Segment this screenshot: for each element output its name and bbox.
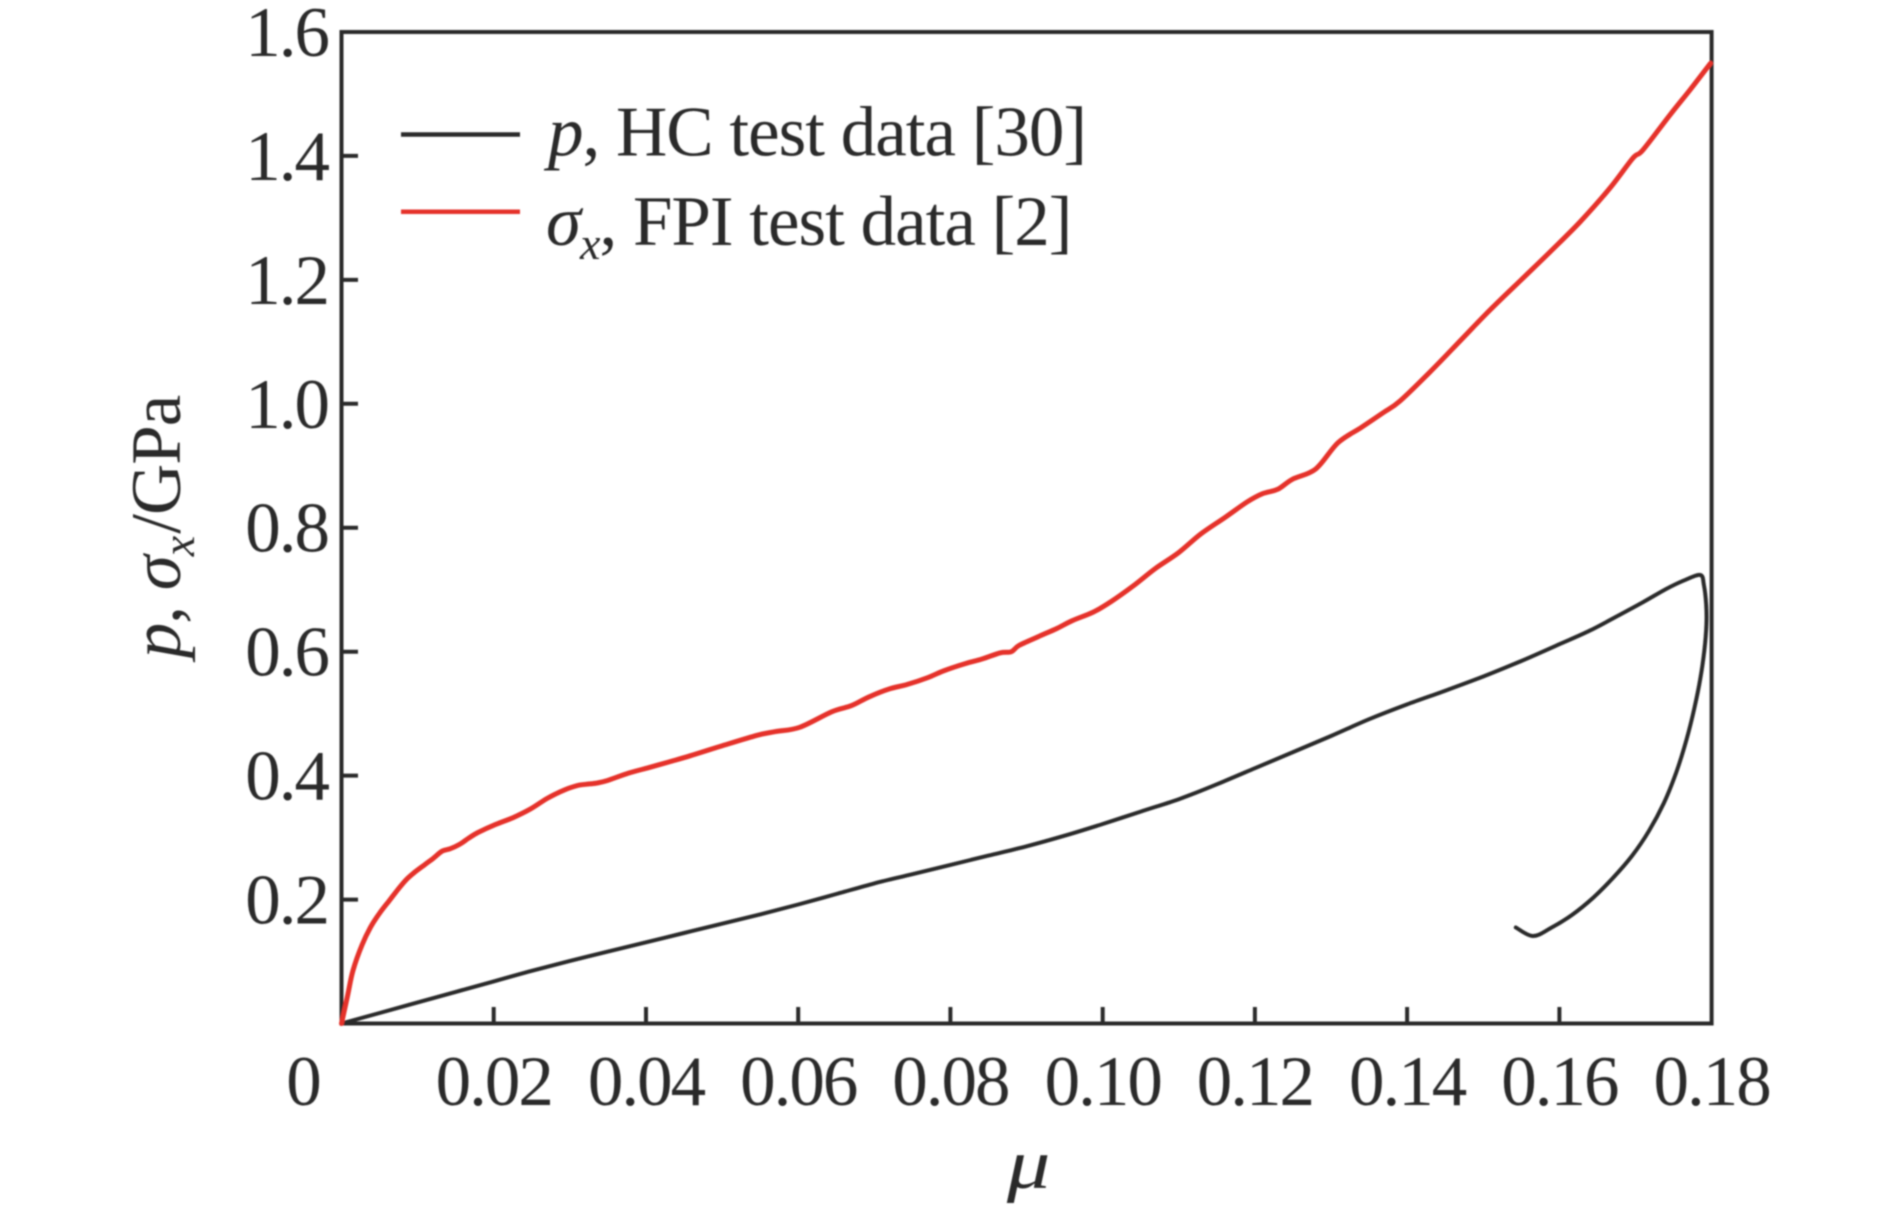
svg-text:p, HC test data [30]: p, HC test data [30] — [543, 94, 1086, 172]
svg-text:0.18: 0.18 — [1653, 1043, 1769, 1121]
svg-text:p, σx/GPa: p, σx/GPa — [118, 395, 204, 663]
svg-text:0.6: 0.6 — [245, 614, 328, 692]
svg-text:μ: μ — [1006, 1125, 1049, 1204]
svg-text:0.2: 0.2 — [245, 862, 328, 940]
svg-text:1.2: 1.2 — [245, 242, 328, 320]
svg-text:1.6: 1.6 — [245, 0, 328, 72]
svg-text:0.16: 0.16 — [1501, 1043, 1618, 1121]
svg-text:0: 0 — [286, 1043, 320, 1121]
svg-text:0.12: 0.12 — [1197, 1043, 1313, 1121]
svg-text:σx, FPI test data [2]: σx, FPI test data [2] — [546, 183, 1071, 269]
svg-text:0.04: 0.04 — [588, 1043, 706, 1121]
svg-text:1.4: 1.4 — [245, 118, 329, 196]
svg-text:0.02: 0.02 — [436, 1043, 552, 1121]
svg-text:0.4: 0.4 — [245, 738, 329, 816]
svg-text:1.0: 1.0 — [245, 366, 328, 444]
svg-text:0.10: 0.10 — [1045, 1043, 1161, 1121]
svg-text:0.8: 0.8 — [245, 490, 328, 568]
svg-text:0.06: 0.06 — [740, 1043, 857, 1121]
svg-text:0.08: 0.08 — [892, 1043, 1008, 1121]
svg-text:0.14: 0.14 — [1349, 1043, 1467, 1121]
